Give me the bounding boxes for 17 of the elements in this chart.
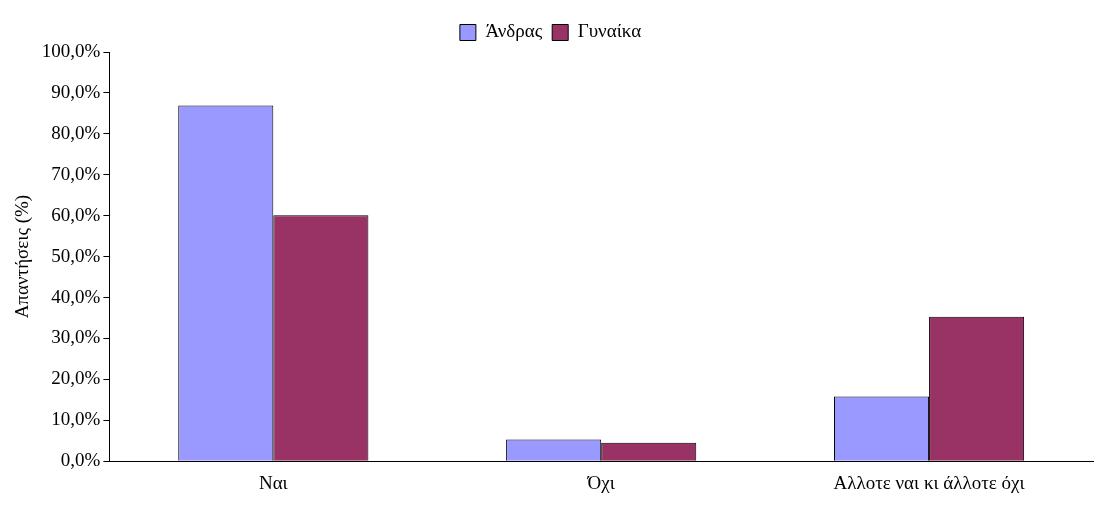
y-tick-label: 90,0% [51, 80, 101, 102]
y-tick-label: 60,0% [51, 203, 101, 225]
y-tick-label: 0,0% [60, 449, 101, 471]
legend-label: Γυναίκα [577, 20, 642, 42]
y-axis-title: Απαντήσεις (%) [11, 194, 34, 319]
y-tick-label: 100,0% [41, 39, 101, 61]
y-tick-label: 70,0% [51, 162, 101, 184]
x-tick-label: Αλλοτε ναι κι άλλοτε όχι [833, 471, 1026, 493]
y-tick-label: 10,0% [51, 408, 101, 430]
y-tick-label: 50,0% [51, 244, 101, 266]
y-tick-label: 40,0% [51, 285, 101, 307]
y-tick-label: 20,0% [51, 367, 101, 389]
legend-label: Άνδρας [485, 20, 543, 42]
y-tick-label: 30,0% [51, 326, 101, 348]
y-tick-label: 80,0% [51, 121, 101, 143]
x-tick-label: Όχι [586, 471, 616, 493]
x-tick-label: Ναι [258, 471, 289, 493]
